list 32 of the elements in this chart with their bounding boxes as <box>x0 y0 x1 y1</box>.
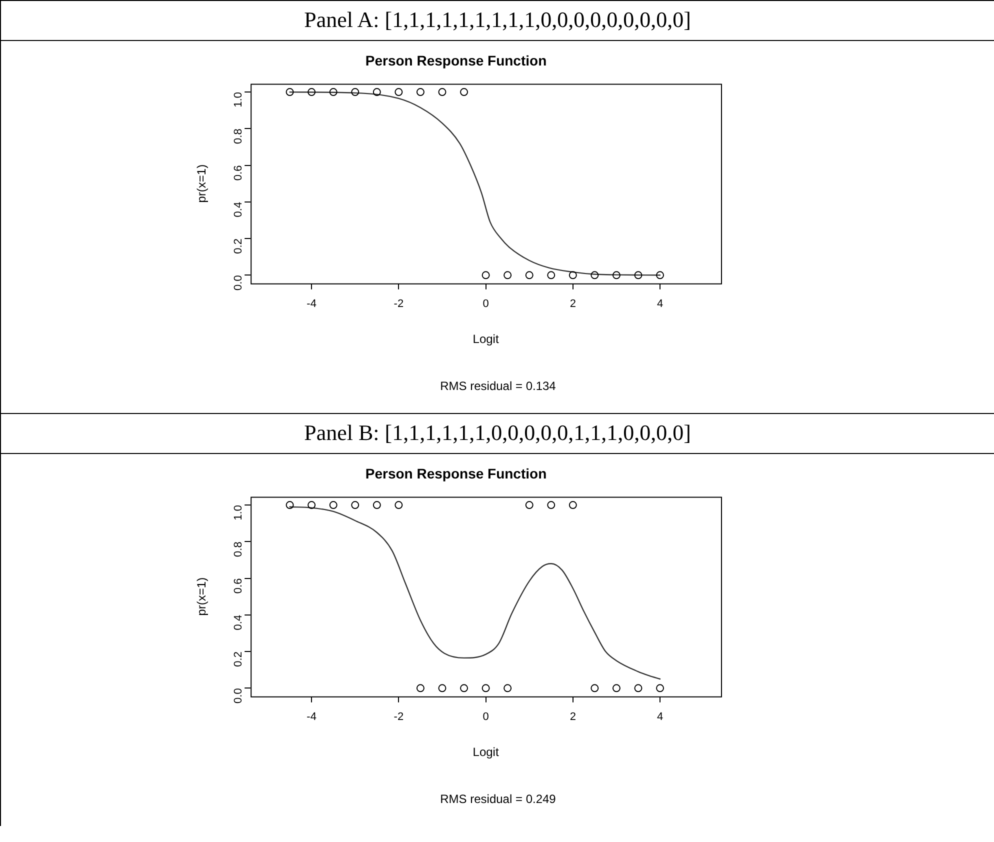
y-tick-label: 0.8 <box>232 128 245 144</box>
y-tick-label: 0.4 <box>232 614 245 630</box>
y-tick-label: 0.6 <box>232 578 245 594</box>
x-tick-label: 2 <box>570 711 576 724</box>
y-axis-title: pr(x=1) <box>194 577 209 616</box>
x-tick-label: -2 <box>394 298 404 310</box>
y-tick-label: 0.0 <box>232 688 245 704</box>
x-axis-title: Logit <box>472 332 500 346</box>
chart-title: Person Response Function <box>365 465 547 482</box>
y-tick-label: 1.0 <box>232 505 245 520</box>
y-tick-label: 0.8 <box>232 542 245 557</box>
y-tick-label: 0.4 <box>232 202 245 218</box>
y-tick-label: 0.2 <box>232 652 245 667</box>
x-tick-label: -4 <box>306 298 316 310</box>
y-tick-label: 0.6 <box>232 165 245 181</box>
text: Panel B: [1,1,1,1,1,1,0,0,0,0,0,1,1,1,0,0,0,0] <box>1 413 994 454</box>
x-tick-label: -2 <box>394 711 404 724</box>
chart-title: Person Response Function <box>365 52 547 68</box>
y-tick-label: 0.0 <box>232 275 245 290</box>
x-tick-label: 2 <box>570 298 576 310</box>
x-axis-title: Logit <box>472 745 500 760</box>
y-tick-label: 1.0 <box>232 92 245 108</box>
x-tick-label: 0 <box>482 298 489 310</box>
x-tick-label: -4 <box>306 711 316 724</box>
text: RMS residual = 0.249 <box>439 792 557 806</box>
x-tick-label: 4 <box>656 711 664 724</box>
text: Panel A: [1,1,1,1,1,1,1,1,1,0,0,0,0,0,0,0,0,0] <box>1 0 994 41</box>
x-tick-label: 0 <box>482 711 489 724</box>
text: RMS residual = 0.134 <box>439 379 557 393</box>
x-tick-label: 4 <box>656 298 664 310</box>
y-tick-label: 0.2 <box>232 238 245 254</box>
y-axis-title: pr(x=1) <box>194 164 209 203</box>
